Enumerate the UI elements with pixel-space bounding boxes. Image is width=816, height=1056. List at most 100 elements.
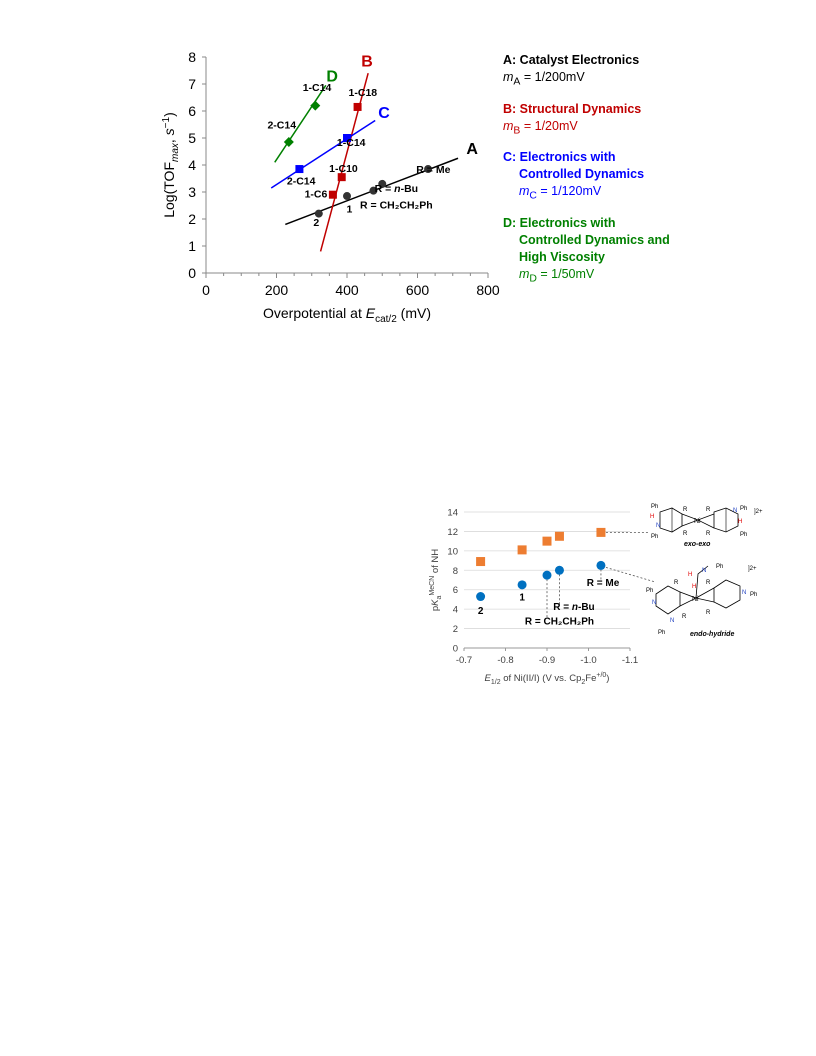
exo-exo-label: exo-exo [684, 541, 711, 548]
y-tick-label: 5 [188, 130, 196, 146]
structure-atom: H [688, 572, 692, 578]
structure-atom: R [683, 507, 688, 513]
endo-hydride-structure: Ni HH N N N N Ph Ph Ph Ph R R R R]2+ endo-hydride [646, 564, 757, 638]
structure-atom: Ph [740, 532, 747, 538]
y-tick-label: 12 [447, 527, 458, 538]
point-annotation: 1-C14 [337, 137, 366, 149]
legend-entry-a: A: Catalyst Electronics mA = 1/200mV [503, 52, 803, 91]
x-axis-label: E1/2 of Ni(II/I) (V vs. Cp2Fe+/0) [485, 672, 610, 686]
point-annotation: 1 [347, 203, 353, 215]
data-point-a [378, 179, 387, 188]
data-point-endo-hydride [542, 570, 552, 580]
x-tick-label: -1.0 [580, 655, 596, 666]
point-annotation: R = Me [416, 164, 450, 176]
structure-atom: Ni [694, 518, 701, 525]
legend-entry-c: C: Electronics with Controlled Dynamics … [503, 149, 803, 205]
y-tick-label: 4 [453, 605, 458, 616]
series-label-a: A [466, 141, 478, 158]
point-annotation: 2 [313, 217, 319, 229]
structure-bond [681, 513, 715, 529]
structure-atom: Ph [740, 506, 747, 512]
point-annotation: 2-C14 [267, 120, 296, 132]
data-point-d [283, 137, 294, 148]
x-tick-label: -1.1 [622, 655, 638, 666]
structure-atom: R [674, 580, 679, 586]
data-point-exo-exo [517, 545, 527, 555]
data-point-a [314, 209, 323, 218]
structure-ring [659, 507, 683, 533]
series-label-c: C [378, 105, 390, 122]
structure-atom: R [682, 614, 687, 620]
data-point-a [424, 165, 433, 174]
leader-line-endo [605, 567, 656, 583]
legend-title-c-line2: Controlled Dynamics [519, 167, 645, 181]
fit-line-c [270, 119, 376, 189]
structure-atom: H [650, 514, 654, 520]
x-tick-label: -0.7 [456, 655, 472, 666]
structure-bond [679, 565, 715, 607]
x-tick-label: 200 [265, 282, 289, 298]
data-point-exo-exo [542, 536, 552, 546]
x-tick-label: 600 [406, 282, 430, 298]
y-tick-label: 6 [188, 103, 196, 119]
data-point-a [343, 192, 351, 201]
structure-atom: Ph [651, 504, 658, 510]
structure-atom: R [706, 580, 711, 586]
x-tick-label: 0 [202, 282, 210, 298]
y-tick-label: 7 [188, 76, 196, 92]
x-tick-label: 400 [335, 282, 359, 298]
structure-atom: Ph [716, 564, 723, 570]
data-point-d [310, 100, 321, 111]
structure-atom: R [706, 507, 711, 513]
y-tick-label: 0 [453, 644, 458, 655]
y-tick-label: 2 [453, 624, 458, 635]
point-annotation: 1-C18 [349, 87, 378, 99]
legend-title-d: D: Electronics with [503, 215, 616, 230]
y-axis-label: pKaMeCN of NH [429, 549, 443, 611]
legend-slope-c: mC = 1/120mV [519, 184, 602, 202]
legend-entry-d: D: Electronics with Controlled Dynamics … [503, 215, 803, 288]
x-tick-label: 800 [476, 282, 500, 298]
series-label-b: B [361, 53, 373, 70]
structure-atom: Ph [750, 592, 757, 598]
legend-slope-a: mA = 1/200mV [503, 70, 585, 88]
legend-title-d-line2: Controlled Dynamics and [519, 232, 670, 247]
point-annotation: 1-C14 [303, 82, 332, 94]
legend-title-d-line3: High Viscosity [519, 249, 605, 264]
structure-atom: N [702, 568, 706, 574]
data-point-endo-hydride [517, 580, 527, 590]
point-annotation: R = CH₂CH₂Ph [360, 200, 433, 212]
structure-atom: Ph [651, 534, 658, 540]
structure-atom: N [742, 590, 746, 596]
data-point-c [295, 165, 304, 174]
data-point-endo-hydride [554, 565, 564, 575]
y-tick-label: 0 [188, 265, 196, 281]
structure-atom: R [706, 610, 711, 616]
structure-atom: H [692, 584, 696, 590]
data-point-b [337, 173, 346, 182]
point-annotation: R = Me [587, 578, 620, 589]
x-axis-label: Overpotential at Ecat/2 (mV) [263, 305, 431, 325]
data-point-exo-exo [596, 527, 606, 537]
structure-ring [655, 585, 681, 615]
structure-atom: N [670, 618, 674, 624]
legend-title-b: B: Structural Dynamics [503, 101, 642, 116]
structure-atom: R [683, 531, 688, 537]
structure-atom: Ph [646, 588, 653, 594]
data-point-endo-hydride [596, 560, 606, 570]
y-tick-label: 6 [453, 585, 458, 596]
fit-line-b [319, 73, 369, 252]
point-annotation: 2-C14 [287, 175, 316, 187]
y-tick-label: 14 [447, 508, 458, 519]
data-point-b [328, 190, 337, 199]
structure-atom: N [652, 600, 656, 606]
y-tick-label: 10 [447, 546, 458, 557]
point-annotation: 1 [519, 592, 525, 603]
y-tick-label: 4 [188, 157, 196, 173]
structure-charge: ]2+ [748, 566, 757, 572]
y-tick-label: 1 [188, 238, 196, 254]
legend-slope-b: mB = 1/20mV [503, 118, 578, 137]
legend-title-c: C: Electronics with [503, 150, 616, 164]
